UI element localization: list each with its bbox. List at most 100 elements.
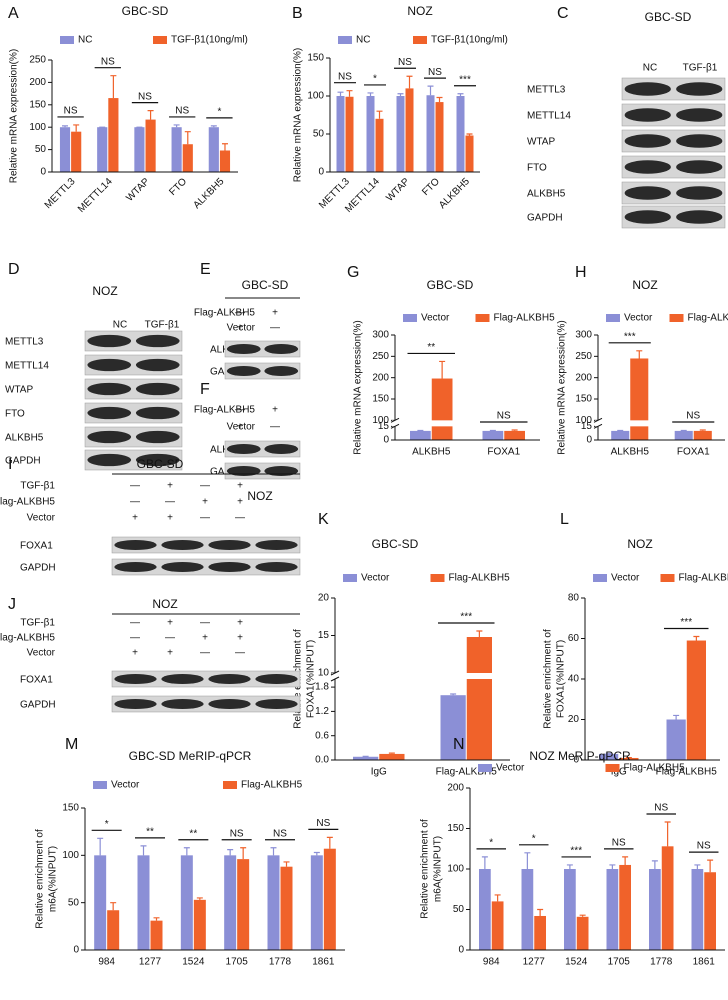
y-tick-label: 100 bbox=[29, 122, 46, 133]
bar bbox=[150, 920, 163, 950]
bar bbox=[396, 96, 405, 172]
bar bbox=[310, 855, 323, 950]
blot-strip bbox=[111, 670, 301, 688]
y-axis-label: Relative mRNA expression(%) bbox=[9, 49, 20, 184]
blot-band bbox=[114, 673, 157, 685]
x-tick-label: 984 bbox=[98, 957, 115, 968]
error-bar bbox=[511, 429, 518, 431]
condition-mark: + bbox=[237, 497, 243, 508]
y-tick-label: 100 bbox=[307, 91, 324, 102]
significance-label: * bbox=[532, 833, 536, 844]
error-bar bbox=[110, 75, 117, 99]
bar bbox=[323, 848, 336, 950]
y-tick-label: 50 bbox=[313, 129, 325, 140]
error-bar bbox=[636, 350, 643, 359]
condition-label: Vector bbox=[27, 648, 56, 659]
condition-mark: — bbox=[235, 405, 245, 416]
y-tick-label: 0 bbox=[458, 945, 464, 956]
condition-mark: — bbox=[270, 323, 280, 334]
bar bbox=[456, 96, 465, 172]
blot-band bbox=[161, 539, 204, 551]
error-bar bbox=[537, 908, 544, 916]
bar bbox=[375, 118, 384, 172]
y-tick-label: 200 bbox=[372, 372, 389, 383]
axis-break bbox=[595, 420, 725, 427]
blot-band bbox=[624, 108, 671, 122]
blot-band bbox=[87, 430, 132, 444]
legend-label: NC bbox=[356, 35, 370, 46]
panel-letter: L bbox=[560, 511, 569, 528]
panel-letter: K bbox=[318, 511, 329, 528]
bar bbox=[59, 127, 71, 172]
significance-label: NS bbox=[654, 803, 668, 814]
error-bar bbox=[97, 837, 104, 856]
error-bar bbox=[367, 92, 374, 96]
blot-band bbox=[135, 358, 180, 372]
bar bbox=[576, 916, 589, 950]
chart-title: NOZ bbox=[407, 4, 432, 18]
y-tick-label: 100 bbox=[447, 864, 464, 875]
bar bbox=[379, 753, 405, 760]
blot-band bbox=[208, 673, 251, 685]
y-tick-label: 0 bbox=[318, 167, 324, 178]
error-bar bbox=[196, 897, 203, 900]
y-tick-label: 150 bbox=[62, 803, 79, 814]
row-label: ALKBH5 bbox=[527, 189, 566, 200]
bar bbox=[482, 430, 504, 440]
legend-label: NC bbox=[78, 35, 92, 46]
blot-band bbox=[135, 382, 180, 396]
error-bar bbox=[494, 894, 501, 902]
significance-label: * bbox=[489, 837, 493, 848]
bar bbox=[491, 901, 504, 950]
significance-label: ** bbox=[146, 827, 154, 838]
condition-label: Flag-ALKBH5 bbox=[0, 497, 55, 508]
x-tick-label: 1861 bbox=[312, 957, 335, 968]
legend-swatch bbox=[338, 36, 352, 44]
y-tick-label: 150 bbox=[29, 99, 46, 110]
x-tick-label: METTL14 bbox=[76, 176, 115, 215]
x-tick-label: 1277 bbox=[523, 957, 546, 968]
condition-label: Flag-ALKBH5 bbox=[194, 308, 256, 319]
x-tick-label: FTO bbox=[167, 176, 189, 198]
error-bar bbox=[457, 93, 464, 96]
bar bbox=[219, 150, 231, 172]
legend-swatch bbox=[660, 574, 675, 582]
condition-label: Flag-ALKBH5 bbox=[194, 405, 256, 416]
error-bar bbox=[651, 860, 658, 869]
x-tick-label: Flag-ALKBH5 bbox=[436, 767, 498, 778]
significance-label: NS bbox=[697, 841, 711, 852]
x-tick-label: ALKBH5 bbox=[611, 447, 650, 458]
legend-swatch bbox=[403, 314, 417, 322]
blot-band bbox=[255, 673, 298, 685]
row-label: FTO bbox=[527, 163, 547, 174]
condition-mark: + bbox=[167, 618, 173, 629]
condition-mark: — bbox=[130, 633, 140, 644]
row-label: ALKBH5 bbox=[5, 433, 44, 444]
x-tick-label: 1778 bbox=[650, 957, 673, 968]
y-tick-label: 300 bbox=[372, 330, 389, 341]
panel-letter: C bbox=[557, 5, 569, 22]
blot-band bbox=[87, 334, 132, 348]
significance-label: NS bbox=[230, 828, 244, 839]
chart-title: NOZ bbox=[632, 278, 657, 292]
error-bar bbox=[376, 110, 383, 119]
bar bbox=[465, 135, 474, 172]
error-bar bbox=[693, 635, 700, 641]
bar bbox=[479, 869, 491, 950]
bar bbox=[599, 753, 619, 760]
legend-label: Vector bbox=[421, 313, 450, 324]
error-bar bbox=[140, 845, 147, 856]
bar bbox=[521, 869, 534, 950]
blot-strip bbox=[111, 536, 301, 554]
bar bbox=[426, 95, 435, 172]
error-bar bbox=[566, 864, 573, 869]
condition-mark: + bbox=[237, 422, 243, 433]
significance-label: NS bbox=[686, 411, 700, 422]
legend-swatch bbox=[605, 764, 620, 772]
bar bbox=[666, 719, 686, 760]
x-tick-label: 1277 bbox=[139, 957, 162, 968]
condition-mark: — bbox=[200, 513, 210, 524]
x-tick-label: WTAP bbox=[384, 176, 412, 204]
blot-band bbox=[255, 561, 298, 573]
blot-title: GBC-SD bbox=[645, 10, 692, 24]
